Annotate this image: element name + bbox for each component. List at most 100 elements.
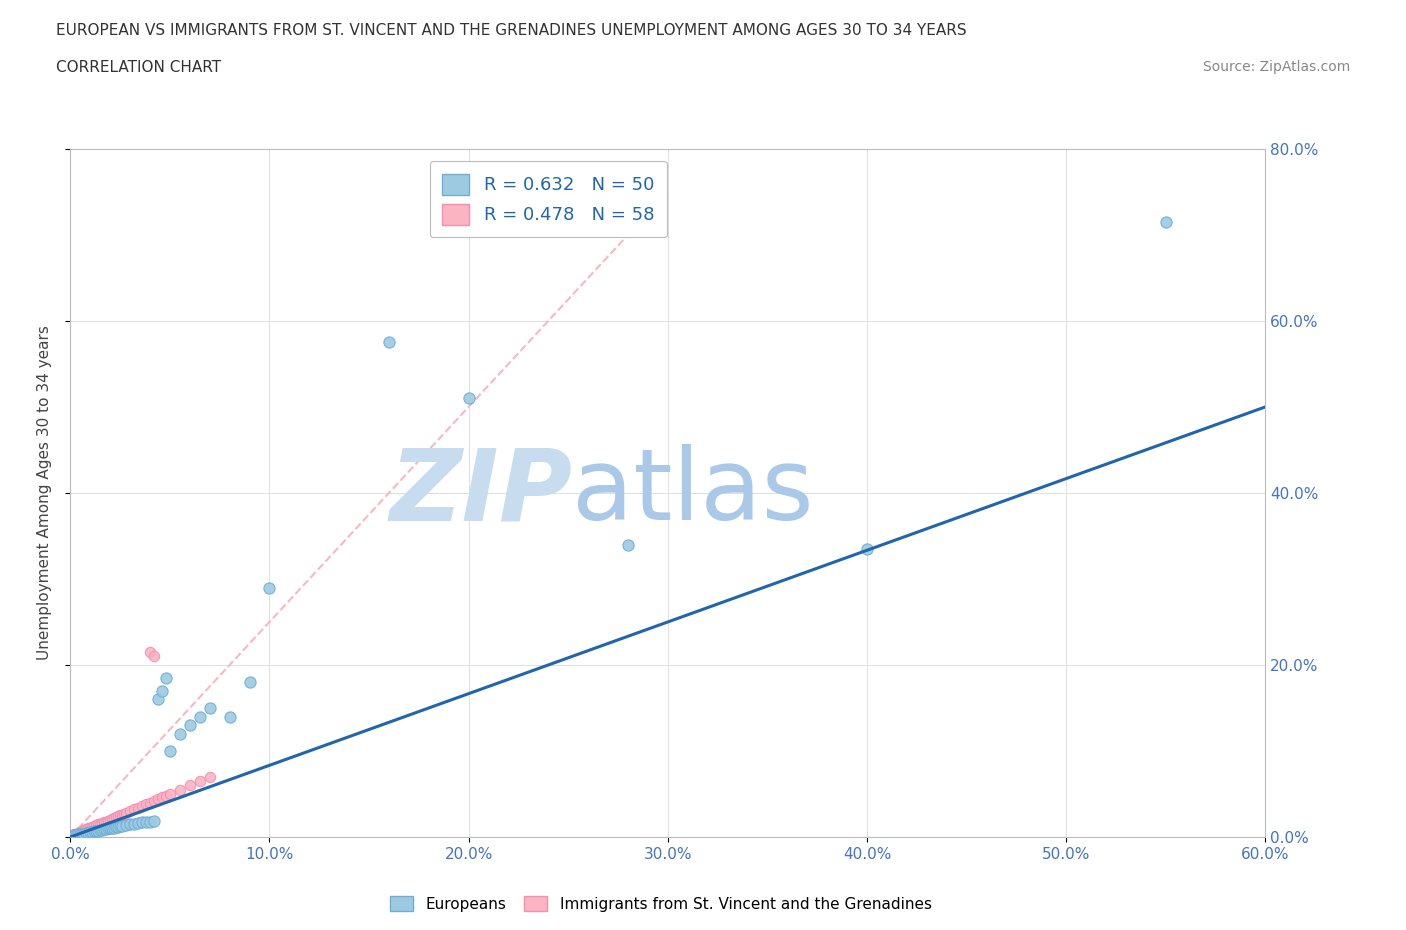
Point <box>60 829 83 844</box>
Point <box>143 649 166 664</box>
Point <box>82 819 104 834</box>
Point <box>91 816 114 830</box>
Point <box>67 825 90 840</box>
Point <box>84 824 107 839</box>
Point <box>457 391 479 405</box>
Point <box>146 791 169 806</box>
Point <box>65 826 87 841</box>
Text: CORRELATION CHART: CORRELATION CHART <box>56 60 221 75</box>
Legend: R = 0.632   N = 50, R = 0.478   N = 58: R = 0.632 N = 50, R = 0.478 N = 58 <box>430 161 666 237</box>
Text: EUROPEAN VS IMMIGRANTS FROM ST. VINCENT AND THE GRENADINES UNEMPLOYMENT AMONG AG: EUROPEAN VS IMMIGRANTS FROM ST. VINCENT … <box>56 23 967 38</box>
Point <box>98 821 121 836</box>
Point <box>89 817 111 831</box>
Point <box>131 815 153 830</box>
Point <box>73 823 96 838</box>
Point <box>89 823 111 838</box>
Point <box>97 813 120 828</box>
Y-axis label: Unemployment Among Ages 30 to 34 years: Unemployment Among Ages 30 to 34 years <box>37 326 52 660</box>
Point <box>96 814 117 829</box>
Point <box>79 824 101 839</box>
Point <box>107 809 129 824</box>
Point <box>87 824 110 839</box>
Point <box>67 827 90 842</box>
Point <box>135 814 157 829</box>
Point <box>105 810 128 825</box>
Point <box>83 818 105 833</box>
Point <box>179 718 201 733</box>
Point <box>101 812 124 827</box>
Point <box>84 818 107 833</box>
Point <box>122 802 145 817</box>
Point <box>179 777 201 792</box>
Point <box>103 811 125 826</box>
Point <box>77 825 100 840</box>
Point <box>150 684 173 698</box>
Point <box>63 828 86 843</box>
Point <box>70 824 93 839</box>
Point <box>143 813 166 828</box>
Point <box>188 710 211 724</box>
Point <box>75 823 97 838</box>
Point <box>63 828 86 843</box>
Point <box>169 726 191 741</box>
Point <box>139 814 162 829</box>
Point <box>82 820 104 835</box>
Point <box>82 824 104 839</box>
Point <box>79 820 101 835</box>
Point <box>96 822 117 837</box>
Point <box>111 818 134 833</box>
Point <box>169 782 191 797</box>
Point <box>108 808 131 823</box>
Point <box>856 541 879 556</box>
Text: Source: ZipAtlas.com: Source: ZipAtlas.com <box>1202 60 1350 74</box>
Point <box>155 671 177 685</box>
Point <box>155 789 177 804</box>
Point <box>239 675 262 690</box>
Point <box>198 769 221 784</box>
Point <box>131 799 153 814</box>
Point <box>139 644 162 659</box>
Point <box>73 824 96 839</box>
Point <box>91 823 114 838</box>
Point <box>1154 215 1177 230</box>
Point <box>101 820 124 835</box>
Point <box>63 827 86 842</box>
Point <box>127 801 149 816</box>
Point <box>188 774 211 789</box>
Point <box>103 820 125 835</box>
Point <box>79 821 101 836</box>
Point <box>77 821 100 836</box>
Point <box>378 335 401 350</box>
Point <box>93 815 115 830</box>
Point <box>83 819 105 834</box>
Point <box>93 822 115 837</box>
Point <box>143 793 166 808</box>
Text: atlas: atlas <box>572 445 814 541</box>
Point <box>107 819 129 834</box>
Point <box>69 824 91 839</box>
Point <box>198 700 221 715</box>
Point <box>139 795 162 810</box>
Point <box>70 824 93 839</box>
Point <box>87 817 110 831</box>
Point <box>60 829 83 844</box>
Point <box>159 787 181 802</box>
Point <box>115 805 138 820</box>
Point <box>105 819 128 834</box>
Point <box>127 816 149 830</box>
Point <box>617 538 640 552</box>
Point <box>159 744 181 759</box>
Point <box>122 817 145 831</box>
Point <box>111 807 134 822</box>
Text: ZIP: ZIP <box>389 445 572 541</box>
Point <box>83 824 105 839</box>
Point <box>120 804 141 818</box>
Point <box>77 822 100 837</box>
Point <box>65 827 87 842</box>
Point <box>60 828 83 843</box>
Point <box>65 828 87 843</box>
Point <box>75 822 97 837</box>
Point <box>69 825 91 840</box>
Point <box>70 826 93 841</box>
Point <box>146 692 169 707</box>
